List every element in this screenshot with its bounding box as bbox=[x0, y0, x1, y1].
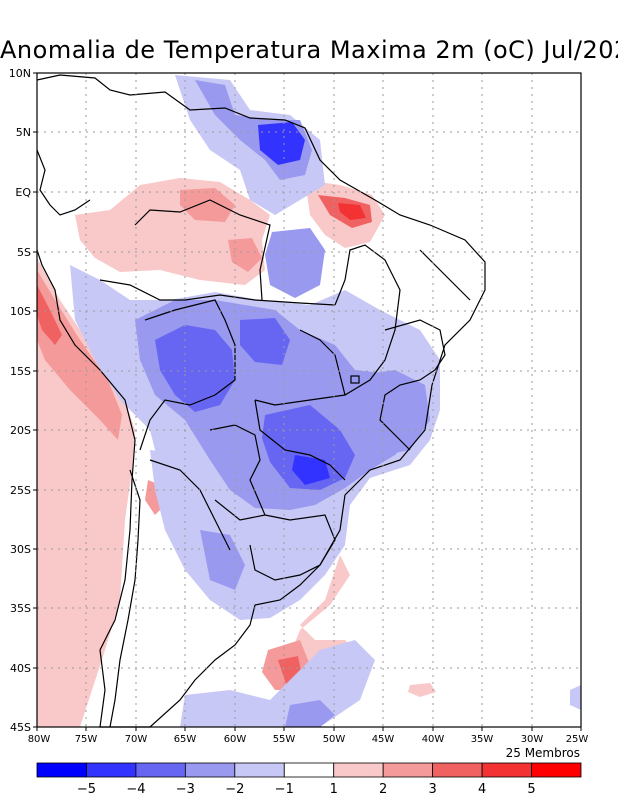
lon-label: 75W bbox=[75, 734, 98, 745]
colorbar-label: 5 bbox=[527, 782, 535, 797]
lat-label: 15S bbox=[10, 365, 31, 378]
colorbar-swatch bbox=[531, 762, 582, 778]
cold-anomaly-sao-paulo bbox=[262, 405, 355, 490]
lon-label: 80W bbox=[28, 734, 51, 745]
lat-label: 25S bbox=[10, 484, 31, 497]
lat-label: 35S bbox=[10, 602, 31, 615]
lat-label: EQ bbox=[15, 186, 31, 199]
colorbar-swatch bbox=[283, 762, 335, 778]
lat-label: 5S bbox=[17, 246, 31, 259]
lat-label: 40S bbox=[10, 662, 31, 675]
longitude-labels: 80W 75W 70W 65W 60W 55W 50W 45W 40W 35W … bbox=[28, 734, 589, 745]
cold-anomaly-patagonia bbox=[180, 640, 375, 727]
argentina-chile-border bbox=[109, 469, 141, 728]
map-title: Anomalia de Temperatura Maxima 2m (oC) J… bbox=[0, 36, 618, 64]
lon-label: 40W bbox=[422, 734, 445, 745]
cold-anomaly-goias bbox=[240, 318, 290, 365]
brazil-border-amazon bbox=[134, 199, 271, 301]
northern-coast bbox=[36, 149, 91, 216]
cold-anomaly-argentina-mid bbox=[200, 530, 245, 590]
brazilian-states-3 bbox=[254, 399, 346, 481]
colorbar-label: −2 bbox=[225, 782, 244, 797]
lat-label: 5N bbox=[16, 126, 31, 139]
colorbar-swatch bbox=[135, 762, 186, 778]
cold-anomaly-mato-grosso bbox=[155, 325, 235, 412]
lon-label: 55W bbox=[273, 734, 296, 745]
colorbar-label: 1 bbox=[330, 782, 338, 797]
cold-anomaly-guianas-core bbox=[258, 122, 305, 165]
colorbar-swatch bbox=[234, 762, 285, 778]
cold-anomaly-central-amazon bbox=[265, 228, 325, 298]
colorbar-label: −5 bbox=[77, 782, 96, 797]
colorbar-swatch bbox=[382, 762, 434, 778]
ensemble-members-note: 25 Membros bbox=[506, 746, 580, 760]
cold-anomaly-east-patch bbox=[570, 685, 581, 710]
lat-label: 10N bbox=[9, 67, 31, 80]
brazilian-states-5 bbox=[419, 249, 471, 301]
warm-anomaly-east-patch bbox=[408, 683, 436, 697]
warm-anomaly-para-max bbox=[338, 203, 366, 220]
lon-label: 25W bbox=[566, 734, 589, 745]
anomaly-field bbox=[37, 75, 581, 727]
lat-label: 45S bbox=[10, 721, 31, 734]
axis-ticks bbox=[33, 72, 582, 731]
colorbar-label: −1 bbox=[275, 782, 294, 797]
colorbar: −5 −4 −3 −2 −1 1 2 3 4 5 bbox=[36, 762, 582, 797]
longitude-ticks bbox=[36, 727, 582, 731]
lon-label: 30W bbox=[521, 734, 544, 745]
colorbar-swatch bbox=[333, 762, 384, 778]
map-frame bbox=[36, 72, 582, 728]
colorbar-swatch bbox=[184, 762, 236, 778]
colorbar-label: 4 bbox=[478, 782, 486, 797]
colorbar-label: 3 bbox=[428, 782, 436, 797]
colorbar-label: −4 bbox=[126, 782, 145, 797]
brazil-border-west bbox=[99, 279, 336, 306]
brazilian-states-2 bbox=[299, 329, 346, 396]
lon-label: 70W bbox=[125, 734, 148, 745]
bolivia-border bbox=[139, 299, 236, 451]
warm-anomaly-amazon-core bbox=[180, 188, 235, 222]
lon-label: 50W bbox=[323, 734, 346, 745]
lon-label: 45W bbox=[372, 734, 395, 745]
small-island-box bbox=[350, 375, 360, 384]
colorbar-swatch bbox=[481, 762, 532, 778]
cold-anomaly-east-coast bbox=[360, 370, 430, 455]
latitude-labels: 10N 5N EQ 5S 10S 15S 20S 25S 30S 35S 40S… bbox=[9, 67, 32, 734]
latitude-ticks bbox=[33, 72, 37, 728]
lat-label: 30S bbox=[10, 543, 31, 556]
lon-label: 65W bbox=[174, 734, 197, 745]
lon-label: 60W bbox=[224, 734, 247, 745]
cold-anomaly-patagonia-mid bbox=[285, 700, 335, 727]
lon-label: 35W bbox=[471, 734, 494, 745]
south-america-coastline bbox=[36, 74, 486, 728]
colorbar-label: 2 bbox=[379, 782, 387, 797]
warm-anomaly-pacific-max bbox=[37, 285, 62, 345]
colorbar-swatch bbox=[36, 762, 87, 778]
colorbar-label: −3 bbox=[176, 782, 195, 797]
warm-anomaly-amazon-east bbox=[228, 238, 262, 272]
paraguay-border bbox=[209, 424, 266, 521]
lat-label: 20S bbox=[10, 424, 31, 437]
cold-anomaly-sao-paulo-core bbox=[292, 455, 330, 485]
brazilian-states-1 bbox=[254, 244, 401, 406]
lat-label: 10S bbox=[10, 305, 31, 318]
colorbar-swatch bbox=[432, 762, 483, 778]
coastlines-and-borders bbox=[36, 74, 486, 728]
uruguay-border bbox=[249, 514, 336, 581]
colorbar-swatch bbox=[86, 762, 137, 778]
